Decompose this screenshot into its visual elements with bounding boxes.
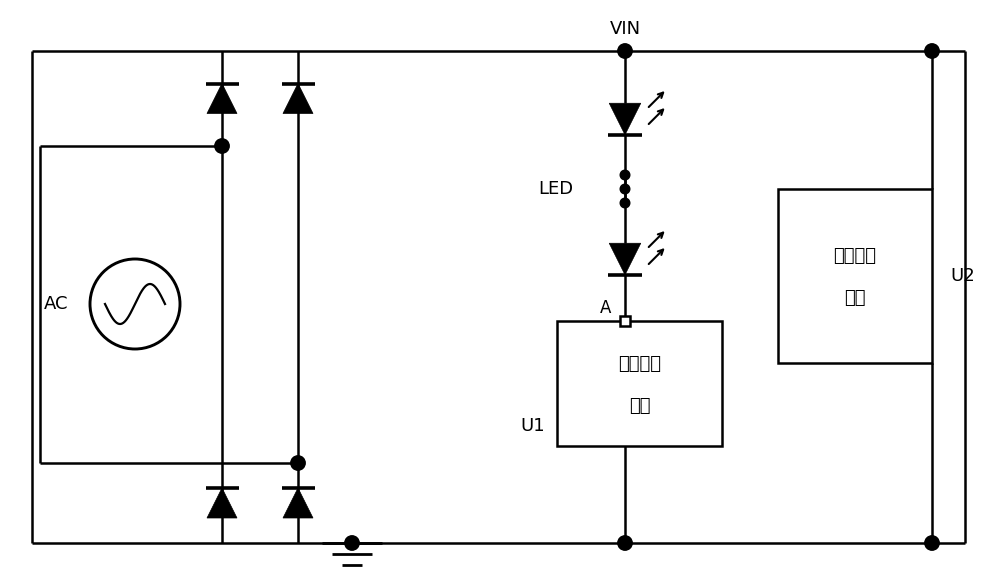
Circle shape xyxy=(620,170,630,180)
Polygon shape xyxy=(283,84,313,113)
Polygon shape xyxy=(283,488,313,518)
Circle shape xyxy=(620,198,630,208)
Text: 第一调节: 第一调节 xyxy=(618,354,661,372)
Text: 第二调节: 第二调节 xyxy=(834,247,877,265)
Text: 电路: 电路 xyxy=(844,289,866,307)
Bar xyxy=(620,316,630,326)
Circle shape xyxy=(925,44,939,58)
Circle shape xyxy=(925,536,939,550)
Polygon shape xyxy=(609,103,641,135)
Text: U1: U1 xyxy=(520,417,545,435)
Text: A: A xyxy=(600,299,611,317)
Circle shape xyxy=(618,536,632,550)
Text: U2: U2 xyxy=(950,267,975,285)
Circle shape xyxy=(345,536,359,550)
Text: AC: AC xyxy=(44,295,68,313)
Bar xyxy=(557,321,722,446)
Circle shape xyxy=(291,456,305,470)
Text: 电路: 电路 xyxy=(629,396,650,414)
Circle shape xyxy=(618,44,632,58)
Text: VIN: VIN xyxy=(609,20,641,38)
Polygon shape xyxy=(207,84,237,113)
Text: LED: LED xyxy=(538,180,573,198)
Bar xyxy=(778,189,932,363)
Circle shape xyxy=(215,139,229,153)
Polygon shape xyxy=(207,488,237,518)
Circle shape xyxy=(620,184,630,194)
Polygon shape xyxy=(609,243,641,275)
